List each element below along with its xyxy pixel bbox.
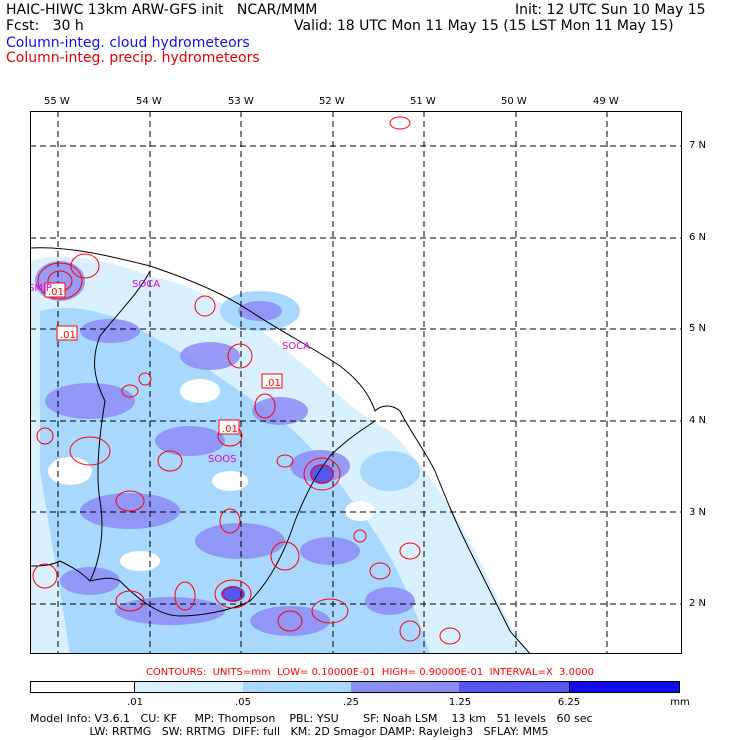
colorbar-units: mm [670, 697, 690, 708]
contour-label: .01 [222, 424, 238, 435]
colorbar-segment [459, 681, 569, 693]
lon-label: 49 W [593, 96, 619, 107]
colorbar-segment [30, 681, 135, 693]
title-line: HAIC-HIWC 13km ARW-GFS init NCAR/MMM [6, 2, 318, 18]
field-cloud-label: Column-integ. cloud hydrometeors [6, 35, 250, 51]
lat-label: 3 N [689, 507, 707, 518]
colorbar-label: .25 [343, 697, 359, 708]
field-precip-label: Column-integ. precip. hydrometeors [6, 50, 260, 66]
init-time: Init: 12 UTC Sun 10 May 15 [515, 2, 706, 18]
lat-label: 2 N [689, 598, 707, 609]
valid-time: Valid: 18 UTC Mon 11 May 15 (15 LST Mon … [294, 18, 674, 34]
station-label: SOCA [282, 341, 310, 352]
model-info-line1: Model Info: V3.6.1 CU: KF MP: Thompson P… [30, 712, 593, 725]
lon-label: 54 W [136, 96, 162, 107]
cloud-shading-strong [35, 261, 415, 636]
colorbar-segment [569, 681, 680, 693]
coastline [30, 247, 531, 654]
colorbar-label: .05 [235, 697, 251, 708]
graticule [30, 111, 682, 654]
lon-label: 50 W [501, 96, 527, 107]
lon-label: 51 W [410, 96, 436, 107]
colorbar-segment [351, 681, 459, 693]
lon-label: 55 W [44, 96, 70, 107]
contour-label: .01 [60, 330, 76, 341]
lat-label: 5 N [689, 323, 707, 334]
station-label: SMJP [30, 283, 52, 294]
model-info-line2: LW: RRTMG SW: RRTMG DIFF: full KM: 2D Sm… [30, 725, 549, 738]
forecast-hour: Fcst: 30 h [6, 18, 84, 34]
lon-label: 52 W [319, 96, 345, 107]
lat-label: 4 N [689, 415, 707, 426]
colorbar-segment [243, 681, 351, 693]
colorbar-label: 1.25 [448, 697, 472, 708]
contours-info: CONTOURS: UNITS=mm LOW= 0.10000E-01 HIGH… [145, 667, 595, 678]
contour-value-labels: .01 .01 .01 .01 [44, 282, 283, 435]
station-label: SOCA [132, 279, 160, 290]
colorbar-label: 6.25 [557, 697, 581, 708]
lon-label: 53 W [228, 96, 254, 107]
contour-label: .01 [48, 287, 64, 298]
contour-label: .01 [265, 378, 281, 389]
lat-label: 7 N [689, 140, 707, 151]
colorbar-label: .01 [127, 697, 143, 708]
colorbar-segment [135, 681, 243, 693]
cloud-shading-core [221, 464, 334, 602]
station-label: SOOS [208, 454, 236, 465]
lat-label: 6 N [689, 232, 707, 243]
station-labels: SMJP SOCA SOOS SOCA [30, 279, 310, 465]
map-panel: .01 .01 .01 .01 SMJP SOCA SOOS SOCA [30, 111, 682, 654]
